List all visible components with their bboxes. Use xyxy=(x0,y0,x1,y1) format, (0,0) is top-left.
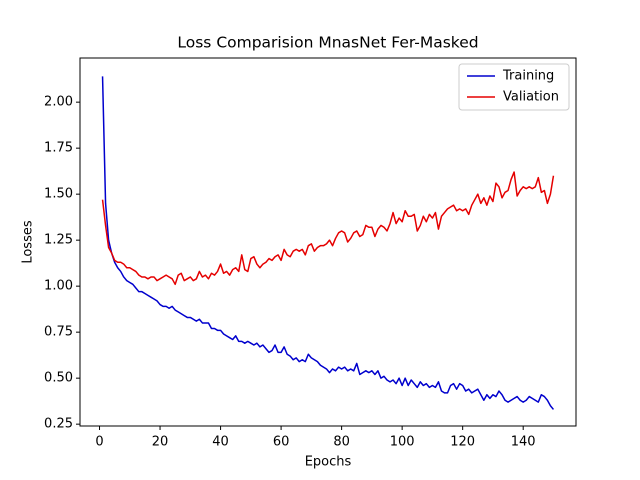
y-tick-label: 1.75 xyxy=(44,141,73,156)
data-line xyxy=(101,76,555,410)
x-tick-label: 20 xyxy=(152,435,169,450)
y-tick-label: 1.50 xyxy=(44,187,73,202)
y-tick-label: 1.00 xyxy=(44,279,73,294)
y-tick-label: 0.50 xyxy=(44,371,73,386)
y-tick-label: 1.25 xyxy=(44,233,73,248)
y-tick-label: 0.25 xyxy=(44,417,73,432)
y-tick-label: 2.00 xyxy=(44,95,73,110)
x-tick-label: 100 xyxy=(390,435,415,450)
x-tick-label: 80 xyxy=(333,435,350,450)
x-tick-label: 60 xyxy=(273,435,290,450)
data-line xyxy=(101,171,555,286)
axes-frame xyxy=(79,57,577,427)
legend-label: Valiation xyxy=(503,90,559,105)
x-tick-label: 40 xyxy=(212,435,229,450)
x-axis-label: Epochs xyxy=(305,455,352,470)
y-tick-label: 0.75 xyxy=(44,325,73,340)
x-tick-label: 120 xyxy=(450,435,475,450)
x-tick-label: 140 xyxy=(511,435,536,450)
x-tick-label: 0 xyxy=(95,435,103,450)
chart-title: Loss Comparision MnasNet Fer-Masked xyxy=(177,34,478,52)
y-axis-label: Losses xyxy=(21,220,36,264)
legend-label: Training xyxy=(502,69,554,84)
